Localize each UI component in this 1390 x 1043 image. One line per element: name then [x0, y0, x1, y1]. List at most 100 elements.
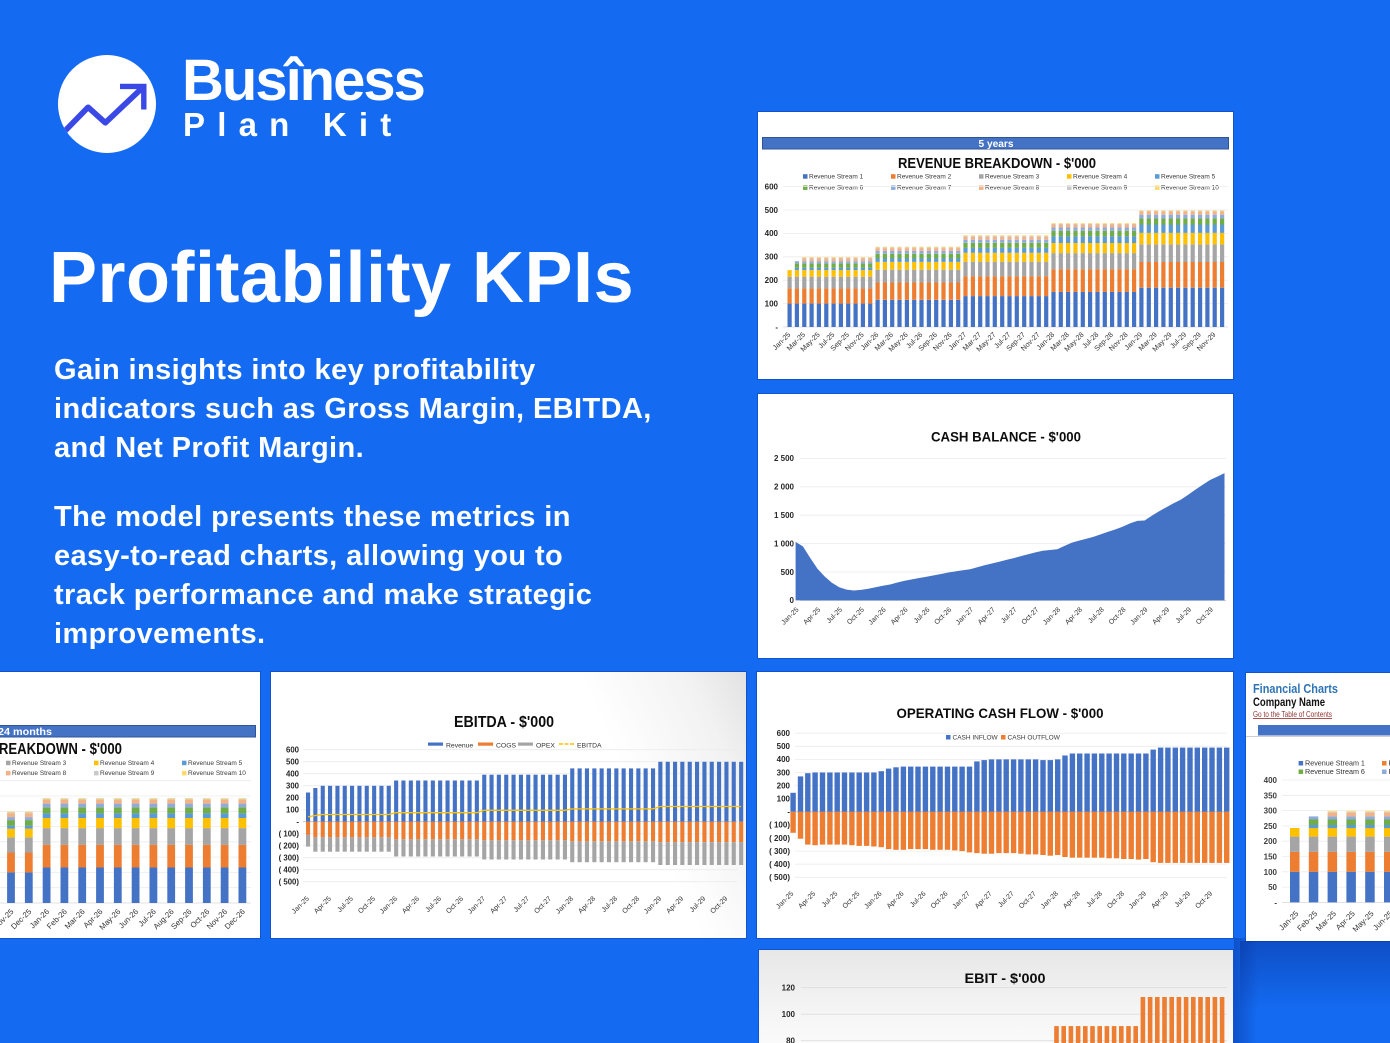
svg-text:600: 600: [286, 746, 300, 755]
svg-text:( 200): ( 200): [279, 842, 300, 851]
svg-text:Jul-29: Jul-29: [1174, 890, 1193, 909]
svg-text:Apr-25: Apr-25: [803, 606, 823, 626]
svg-text:120: 120: [782, 984, 796, 993]
svg-text:Revenue Stream 10: Revenue Stream 10: [1161, 185, 1219, 192]
svg-text:600: 600: [777, 729, 791, 738]
svg-text:( 500): ( 500): [769, 873, 790, 882]
svg-text:Oct-28: Oct-28: [1106, 890, 1126, 910]
svg-text:Go to the Table of Contents: Go to the Table of Contents: [1253, 709, 1332, 719]
svg-text:Oct-26: Oct-26: [930, 890, 950, 910]
svg-text:EBIT - $'000: EBIT - $'000: [965, 970, 1046, 986]
svg-text:-: -: [787, 808, 790, 817]
svg-text:Oct-28: Oct-28: [621, 895, 641, 915]
svg-text:Jan-25: Jan-25: [291, 895, 311, 915]
svg-text:CASH BALANCE - $'000: CASH BALANCE - $'000: [931, 429, 1081, 445]
svg-text:Revenue Stream 9: Revenue Stream 9: [100, 770, 155, 777]
svg-text:Revenue Stream 7: Revenue Stream 7: [1389, 767, 1390, 776]
svg-text:Jul-28: Jul-28: [601, 895, 620, 914]
svg-text:400: 400: [777, 755, 791, 764]
svg-text:Revenue Stream 6: Revenue Stream 6: [1305, 767, 1365, 776]
svg-text:EBITDA: EBITDA: [577, 743, 602, 750]
svg-text:500: 500: [286, 758, 300, 767]
svg-text:Jan-27: Jan-27: [955, 606, 975, 626]
svg-text:Apr-27: Apr-27: [977, 606, 997, 626]
svg-text:Revenue Stream 1: Revenue Stream 1: [809, 174, 864, 181]
svg-text:May-25: May-25: [1351, 909, 1376, 934]
svg-text:( 300): ( 300): [279, 854, 300, 863]
svg-text:500: 500: [765, 206, 779, 215]
svg-text:-: -: [775, 323, 778, 332]
svg-text:( 400): ( 400): [769, 860, 790, 869]
svg-text:Jun-26: Jun-26: [117, 907, 140, 930]
svg-text:24 months: 24 months: [0, 726, 52, 738]
svg-text:Revenue Stream 2: Revenue Stream 2: [1389, 759, 1390, 768]
svg-text:Company Name: Company Name: [1253, 695, 1325, 709]
svg-text:1 500: 1 500: [774, 511, 795, 520]
svg-text:Apr-26: Apr-26: [886, 890, 906, 910]
svg-text:Jan-26: Jan-26: [863, 890, 883, 910]
svg-text:Revenue Stream 5: Revenue Stream 5: [1161, 174, 1216, 181]
svg-text:Jan-29: Jan-29: [1129, 606, 1149, 626]
svg-text:Jul-27: Jul-27: [1000, 606, 1019, 625]
svg-text:Jan-29: Jan-29: [1128, 890, 1148, 910]
svg-text:200: 200: [1264, 837, 1278, 846]
svg-text:2 000: 2 000: [774, 483, 795, 492]
svg-text:Jul-25: Jul-25: [826, 606, 845, 625]
svg-text:Oct-25: Oct-25: [842, 890, 862, 910]
svg-text:REVENUE BREAKDOWN - $'000: REVENUE BREAKDOWN - $'000: [0, 741, 122, 758]
svg-text:Jan-25: Jan-25: [780, 606, 800, 626]
svg-text:350: 350: [1264, 791, 1278, 800]
svg-text:Oct-29: Oct-29: [1195, 606, 1215, 626]
svg-text:Jul-25: Jul-25: [821, 890, 840, 909]
svg-text:Jan-27: Jan-27: [952, 890, 972, 910]
svg-text:Oct-26: Oct-26: [933, 606, 953, 626]
svg-text:Apr-27: Apr-27: [489, 895, 509, 915]
svg-text:600: 600: [765, 182, 779, 191]
svg-text:Jan-28: Jan-28: [555, 895, 575, 915]
svg-text:( 400): ( 400): [279, 866, 300, 875]
svg-text:Revenue Stream 2: Revenue Stream 2: [897, 174, 952, 181]
svg-text:Revenue Stream 6: Revenue Stream 6: [809, 185, 864, 192]
svg-text:1 000: 1 000: [774, 539, 795, 548]
svg-text:400: 400: [1264, 776, 1278, 785]
svg-text:100: 100: [1264, 868, 1278, 877]
svg-text:CASH INFLOW: CASH INFLOW: [953, 735, 999, 742]
svg-text:400: 400: [286, 770, 300, 779]
svg-text:Apr-26: Apr-26: [401, 895, 421, 915]
svg-text:2 500: 2 500: [774, 454, 795, 463]
svg-text:Revenue Stream 8: Revenue Stream 8: [12, 770, 67, 777]
svg-text:Jan-25: Jan-25: [775, 890, 795, 910]
svg-text:500: 500: [781, 568, 795, 577]
svg-text:Jan-27: Jan-27: [467, 895, 487, 915]
svg-text:150: 150: [1264, 853, 1278, 862]
svg-text:Apr-26: Apr-26: [890, 606, 910, 626]
svg-text:Apr-27: Apr-27: [974, 890, 994, 910]
svg-text:Jul-26: Jul-26: [425, 895, 444, 914]
svg-text:Jan-29: Jan-29: [643, 895, 663, 915]
svg-text:Apr-29: Apr-29: [1152, 606, 1172, 626]
svg-text:50: 50: [1268, 883, 1277, 892]
svg-text:Apr-28: Apr-28: [1062, 890, 1082, 910]
svg-text:Revenue: Revenue: [446, 743, 473, 750]
svg-text:Revenue Stream 8: Revenue Stream 8: [985, 185, 1040, 192]
svg-text:( 500): ( 500): [279, 878, 300, 887]
svg-text:100: 100: [765, 299, 779, 308]
svg-text:Oct-29: Oct-29: [710, 895, 730, 915]
svg-text:Jan-26: Jan-26: [868, 606, 888, 626]
svg-text:REVENUE BREAKDOWN - $'000: REVENUE BREAKDOWN - $'000: [898, 156, 1096, 172]
svg-text:Revenue Stream 1: Revenue Stream 1: [1305, 759, 1365, 768]
svg-text:Revenue Stream 10: Revenue Stream 10: [188, 770, 246, 777]
svg-text:Oct-27: Oct-27: [533, 895, 553, 915]
svg-text:Jul-29: Jul-29: [689, 895, 708, 914]
svg-text:300: 300: [286, 782, 300, 791]
svg-text:80: 80: [786, 1037, 795, 1043]
svg-text:Revenue Stream 9: Revenue Stream 9: [1073, 185, 1128, 192]
svg-text:Oct-29: Oct-29: [1194, 890, 1214, 910]
svg-text:300: 300: [777, 768, 791, 777]
svg-text:Mar-25: Mar-25: [1314, 909, 1338, 933]
svg-text:Jul-25: Jul-25: [336, 895, 355, 914]
svg-text:Jan-28: Jan-28: [1040, 890, 1060, 910]
svg-text:Apr-28: Apr-28: [577, 895, 597, 915]
svg-text:Oct-27: Oct-27: [1018, 890, 1038, 910]
svg-text:Apr-29: Apr-29: [1150, 890, 1170, 910]
